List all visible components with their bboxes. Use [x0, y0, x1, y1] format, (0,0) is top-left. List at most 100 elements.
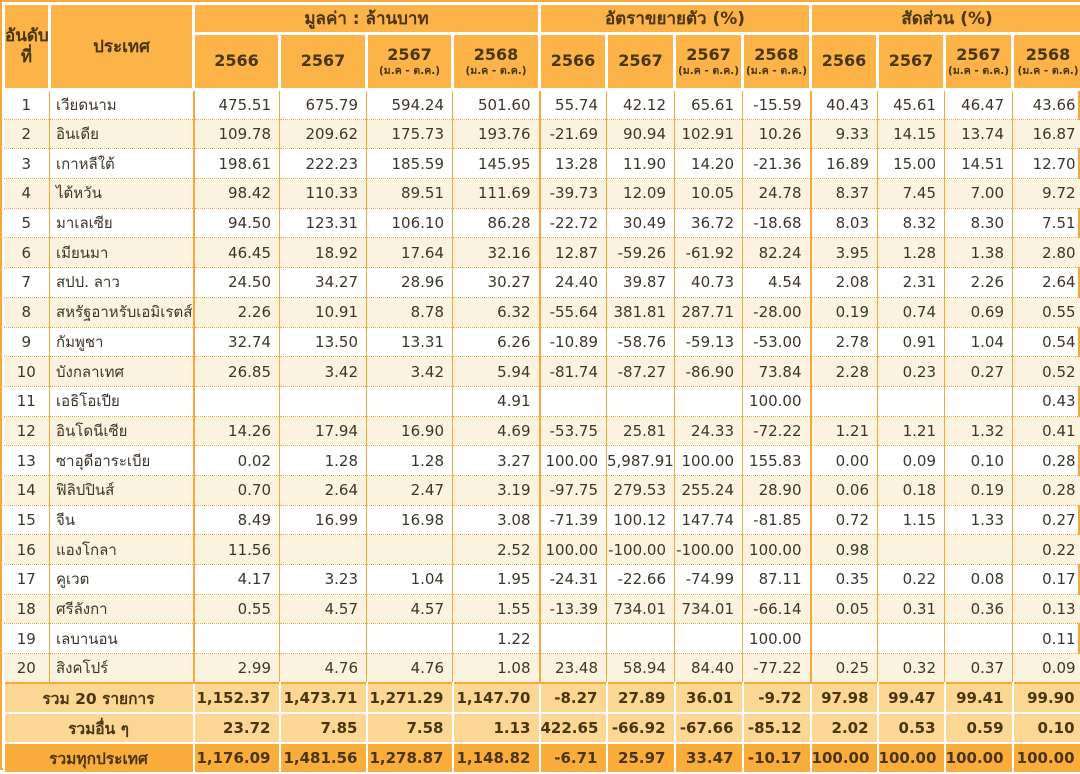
- growth-cell: 12.09: [607, 179, 675, 209]
- values-cell: 0.55: [194, 594, 280, 624]
- share-cell: 99.41: [945, 683, 1013, 713]
- values-cell: 2.64: [280, 475, 367, 505]
- values-cell: 1.04: [367, 565, 453, 595]
- share-cell: 0.98: [811, 535, 878, 565]
- values-cell: 1,152.37: [194, 683, 280, 713]
- country-cell: เมียนมา: [50, 238, 194, 268]
- share-cell: 1.21: [811, 416, 878, 446]
- country-cell: สิงคโปร์: [50, 654, 194, 684]
- values-cell: 14.26: [194, 416, 280, 446]
- values-cell: 26.85: [194, 357, 280, 387]
- values-cell: 109.78: [194, 119, 280, 149]
- growth-cell: -53.75: [540, 416, 607, 446]
- year-header: 2566: [540, 34, 607, 90]
- growth-cell: 100.12: [607, 505, 675, 535]
- share-cell: 97.98: [811, 683, 878, 713]
- growth-cell: 381.81: [607, 297, 675, 327]
- growth-cell: 90.94: [607, 119, 675, 149]
- values-cell: 1,481.56: [280, 743, 367, 773]
- values-cell: 94.50: [194, 208, 280, 238]
- share-cell: 2.80: [1013, 238, 1080, 268]
- year-header: 2567: [607, 34, 675, 90]
- growth-cell: -86.90: [675, 357, 743, 387]
- growth-cell: -61.92: [675, 238, 743, 268]
- table-header: อันดับ ที่ ประเทศ มูลค่า : ล้านบาท อัตรา…: [4, 4, 1080, 90]
- rank-cell: 19: [4, 624, 50, 654]
- growth-cell: 23.48: [540, 654, 607, 684]
- share-cell: [811, 624, 878, 654]
- values-cell: 1.08: [453, 654, 540, 684]
- country-cell: มาเลเซีย: [50, 208, 194, 238]
- rank-cell: 15: [4, 505, 50, 535]
- year-header: 2568(ม.ค - ต.ค.): [1013, 34, 1080, 90]
- rank-cell: 20: [4, 654, 50, 684]
- growth-cell: -21.69: [540, 119, 607, 149]
- growth-cell: -39.73: [540, 179, 607, 209]
- values-cell: 3.08: [453, 505, 540, 535]
- share-cell: 0.32: [878, 654, 945, 684]
- values-cell: 0.02: [194, 446, 280, 476]
- country-cell: ฟิลิปปินส์: [50, 475, 194, 505]
- share-cell: 1.32: [945, 416, 1013, 446]
- growth-cell: 147.74: [675, 505, 743, 535]
- values-cell: 3.42: [367, 357, 453, 387]
- country-cell: ซาอุดีอาระเบีย: [50, 446, 194, 476]
- values-cell: 16.98: [367, 505, 453, 535]
- country-cell: ไต้หวัน: [50, 179, 194, 209]
- share-cell: 0.10: [1013, 713, 1080, 743]
- values-cell: 30.27: [453, 268, 540, 298]
- growth-cell: 82.24: [743, 238, 811, 268]
- share-cell: 0.06: [811, 475, 878, 505]
- growth-cell: [607, 624, 675, 654]
- values-cell: 2.47: [367, 475, 453, 505]
- growth-cell: -13.39: [540, 594, 607, 624]
- growth-cell: -71.39: [540, 505, 607, 535]
- values-cell: 16.90: [367, 416, 453, 446]
- values-cell: 1,176.09: [194, 743, 280, 773]
- rank-cell: 1: [4, 90, 50, 120]
- share-cell: [945, 386, 1013, 416]
- values-cell: 4.91: [453, 386, 540, 416]
- values-cell: 1.95: [453, 565, 540, 595]
- share-cell: [878, 624, 945, 654]
- rank-cell: 7: [4, 268, 50, 298]
- values-cell: 2.26: [194, 297, 280, 327]
- values-cell: 7.85: [280, 713, 367, 743]
- share-cell: 16.87: [1013, 119, 1080, 149]
- share-cell: 1.21: [878, 416, 945, 446]
- values-cell: 193.76: [453, 119, 540, 149]
- values-cell: 32.16: [453, 238, 540, 268]
- rank-column-header: อันดับ ที่: [4, 4, 50, 90]
- values-cell: 175.73: [367, 119, 453, 149]
- values-cell: 46.45: [194, 238, 280, 268]
- values-cell: [367, 624, 453, 654]
- values-cell: 7.58: [367, 713, 453, 743]
- growth-cell: 73.84: [743, 357, 811, 387]
- share-cell: 0.18: [878, 475, 945, 505]
- rank-cell: 5: [4, 208, 50, 238]
- share-cell: [945, 535, 1013, 565]
- growth-cell: 84.40: [675, 654, 743, 684]
- share-cell: 0.52: [1013, 357, 1080, 387]
- share-cell: 0.27: [945, 357, 1013, 387]
- share-cell: 7.00: [945, 179, 1013, 209]
- share-cell: 0.74: [878, 297, 945, 327]
- year-header: 2567: [280, 34, 367, 90]
- growth-cell: -87.27: [607, 357, 675, 387]
- country-cell: ศรีลังกา: [50, 594, 194, 624]
- values-cell: 1,278.87: [367, 743, 453, 773]
- growth-cell: -21.36: [743, 149, 811, 179]
- growth-cell: 40.73: [675, 268, 743, 298]
- rank-cell: 4: [4, 179, 50, 209]
- growth-cell: 4.54: [743, 268, 811, 298]
- country-cell: คูเวต: [50, 565, 194, 595]
- year-header: 2567: [878, 34, 945, 90]
